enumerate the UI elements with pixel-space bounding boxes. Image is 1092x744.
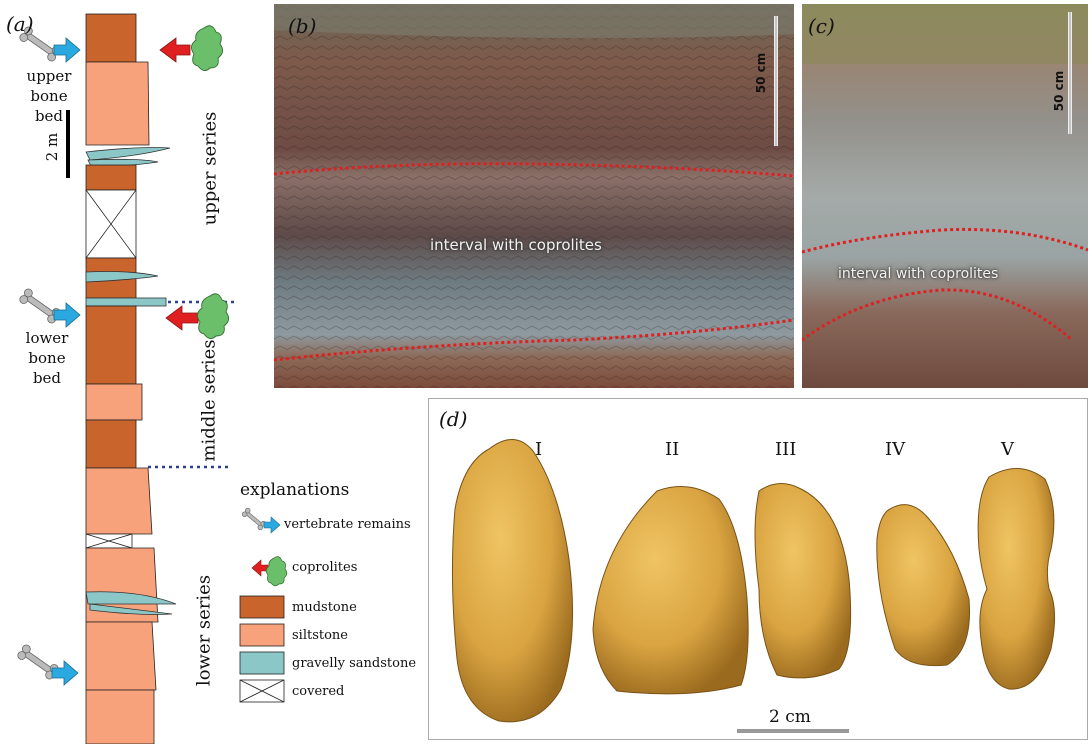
bed-siltstone xyxy=(85,621,157,691)
outcrop-photo-b xyxy=(274,4,794,388)
bed-siltstone xyxy=(85,383,143,421)
bed-sandstone xyxy=(85,297,167,307)
middle-series-label: middle series xyxy=(198,339,220,462)
panel-b-annotation: interval with coprolites xyxy=(430,236,602,254)
specimen-iv-label: IV xyxy=(885,439,906,460)
coprolite-arrow-icon xyxy=(159,37,191,63)
specimen-i xyxy=(451,439,574,723)
bed-sandstone-lens xyxy=(85,147,171,161)
bed-sandstone-lens xyxy=(89,603,173,615)
bed-siltstone xyxy=(85,467,153,535)
lower-series-label: lower series xyxy=(193,574,215,687)
bed-mudstone xyxy=(85,305,137,385)
legend-mudstone-swatch xyxy=(239,595,285,619)
legend-siltstone-swatch xyxy=(239,623,285,647)
specimen-iv xyxy=(876,504,971,667)
specimen-iii xyxy=(754,483,852,679)
bed-sandstone-lens xyxy=(85,271,159,283)
legend-siltstone-label: siltstone xyxy=(292,628,348,643)
legend-covered-label: covered xyxy=(292,684,345,699)
specimen-v xyxy=(977,468,1055,690)
panel-c-scale-label: 50 cm xyxy=(1052,70,1066,112)
lower-bone-bed-label: lower bone bed xyxy=(25,329,69,387)
panel-a: (a) upper bone bed lower bone bed 2 m up… xyxy=(0,0,430,744)
bed-siltstone xyxy=(85,61,150,146)
stratigraphic-column xyxy=(17,13,288,744)
coprolite-interval-top-line xyxy=(802,227,1088,254)
upper-bone-bed-label: upper bone bed xyxy=(26,67,72,125)
legend-coprolites-label: coprolites xyxy=(292,560,358,575)
bed-mudstone xyxy=(85,13,137,63)
bed-siltstone xyxy=(85,689,155,744)
coprolite-icon xyxy=(197,293,229,339)
specimen-ii-label: II xyxy=(665,439,680,460)
specimen-iii-label: III xyxy=(775,439,797,460)
panel-b-letter: (b) xyxy=(288,14,317,38)
legend-blue-arrow-icon xyxy=(263,516,281,534)
specimen-renders xyxy=(451,439,1055,733)
panel-d-scale-label: 2 cm xyxy=(769,707,811,727)
specimen-ii xyxy=(592,486,749,695)
legend-mudstone-label: mudstone xyxy=(292,600,357,615)
coprolite-interval-bottom-line xyxy=(802,288,1073,342)
upper-series-label: upper series xyxy=(199,111,221,226)
panel-d: (d) I II III IV V 2 cm xyxy=(428,398,1088,740)
legend-sandstone-label: gravelly sandstone xyxy=(292,656,417,671)
legend-red-arrow-icon xyxy=(251,559,269,577)
panel-d-letter: (d) xyxy=(439,407,468,431)
vertebrate-arrow-icon xyxy=(51,660,79,686)
legend-bone-icon xyxy=(241,507,267,531)
specimen-v-label: V xyxy=(1001,439,1014,460)
panel-b-photo: (b) 50 cm interval with coprolites xyxy=(274,4,794,388)
legend-vertebrate-label: vertebrate remains xyxy=(284,517,411,532)
coprolite-interval-top-line xyxy=(274,162,794,178)
bed-mudstone xyxy=(85,419,137,469)
coprolite-interval-bottom-line xyxy=(274,318,794,362)
panel-c-photo: (c) 50 cm interval with coprolites xyxy=(802,4,1088,388)
panel-c-letter: (c) xyxy=(808,14,835,38)
legend-coprolite-icon xyxy=(265,556,288,587)
panel-a-letter: (a) xyxy=(6,12,34,36)
coprolite-icon xyxy=(191,25,223,71)
scale-bar-label: 2 m xyxy=(43,132,61,162)
panel-c-annotation: interval with coprolites xyxy=(838,266,999,282)
bed-mudstone xyxy=(85,164,137,191)
vertebrate-arrow-icon xyxy=(53,302,81,328)
outcrop-photo-c xyxy=(802,4,1088,388)
specimen-i-label: I xyxy=(535,439,543,460)
legend-title: explanations xyxy=(240,480,350,500)
panel-b-scale-label: 50 cm xyxy=(754,52,768,94)
legend-sandstone-swatch xyxy=(239,651,285,675)
bed-sandstone-lens xyxy=(85,591,177,605)
coprolite-arrow-icon xyxy=(165,305,199,331)
vertebrate-arrow-icon xyxy=(53,37,81,63)
